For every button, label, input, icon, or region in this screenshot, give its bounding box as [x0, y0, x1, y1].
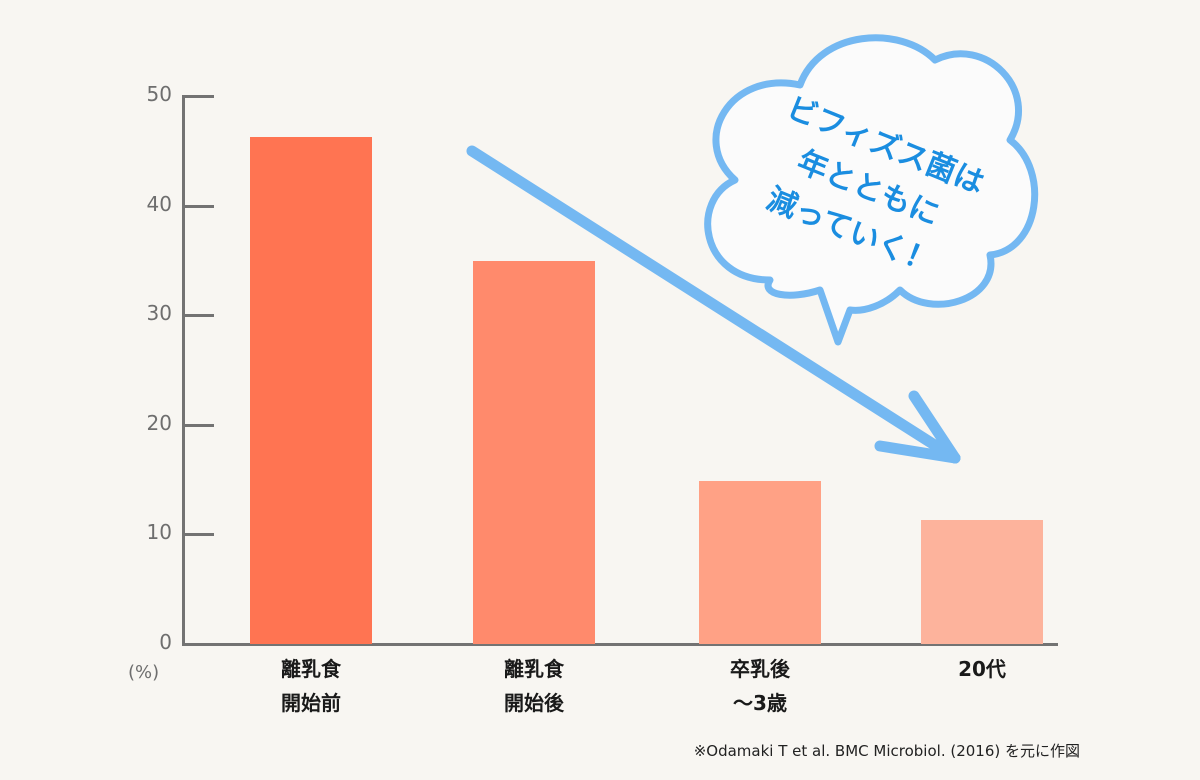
category-label: 離乳食 開始後 [504, 657, 564, 715]
category-label: 離乳食 開始前 [281, 657, 341, 715]
y-axis-line [182, 96, 185, 645]
bar [473, 261, 595, 644]
category-label: 卒乳後 〜3歳 [730, 657, 790, 715]
y-tick-mark [182, 95, 214, 98]
bar [250, 136, 372, 644]
bar [921, 520, 1043, 644]
y-tick-label: 10 [146, 520, 172, 545]
y-tick-mark [182, 314, 214, 318]
source-note: ※Odamaki T et al. BMC Microbiol. (2016) … [693, 742, 1080, 760]
y-tick-label: 50 [146, 82, 172, 106]
y-tick-mark [182, 423, 214, 427]
bar [699, 480, 821, 644]
y-tick-mark [182, 643, 214, 646]
y-axis-unit: (%) [128, 662, 160, 683]
category-label: 20代 [958, 657, 1006, 681]
x-axis-line [182, 643, 1058, 646]
y-tick-mark [182, 533, 214, 537]
y-tick-label: 30 [146, 301, 172, 326]
y-tick-label: 0 [159, 630, 172, 654]
y-tick-label: 20 [146, 410, 172, 435]
y-tick-mark [182, 204, 214, 208]
y-tick-label: 40 [146, 191, 172, 216]
